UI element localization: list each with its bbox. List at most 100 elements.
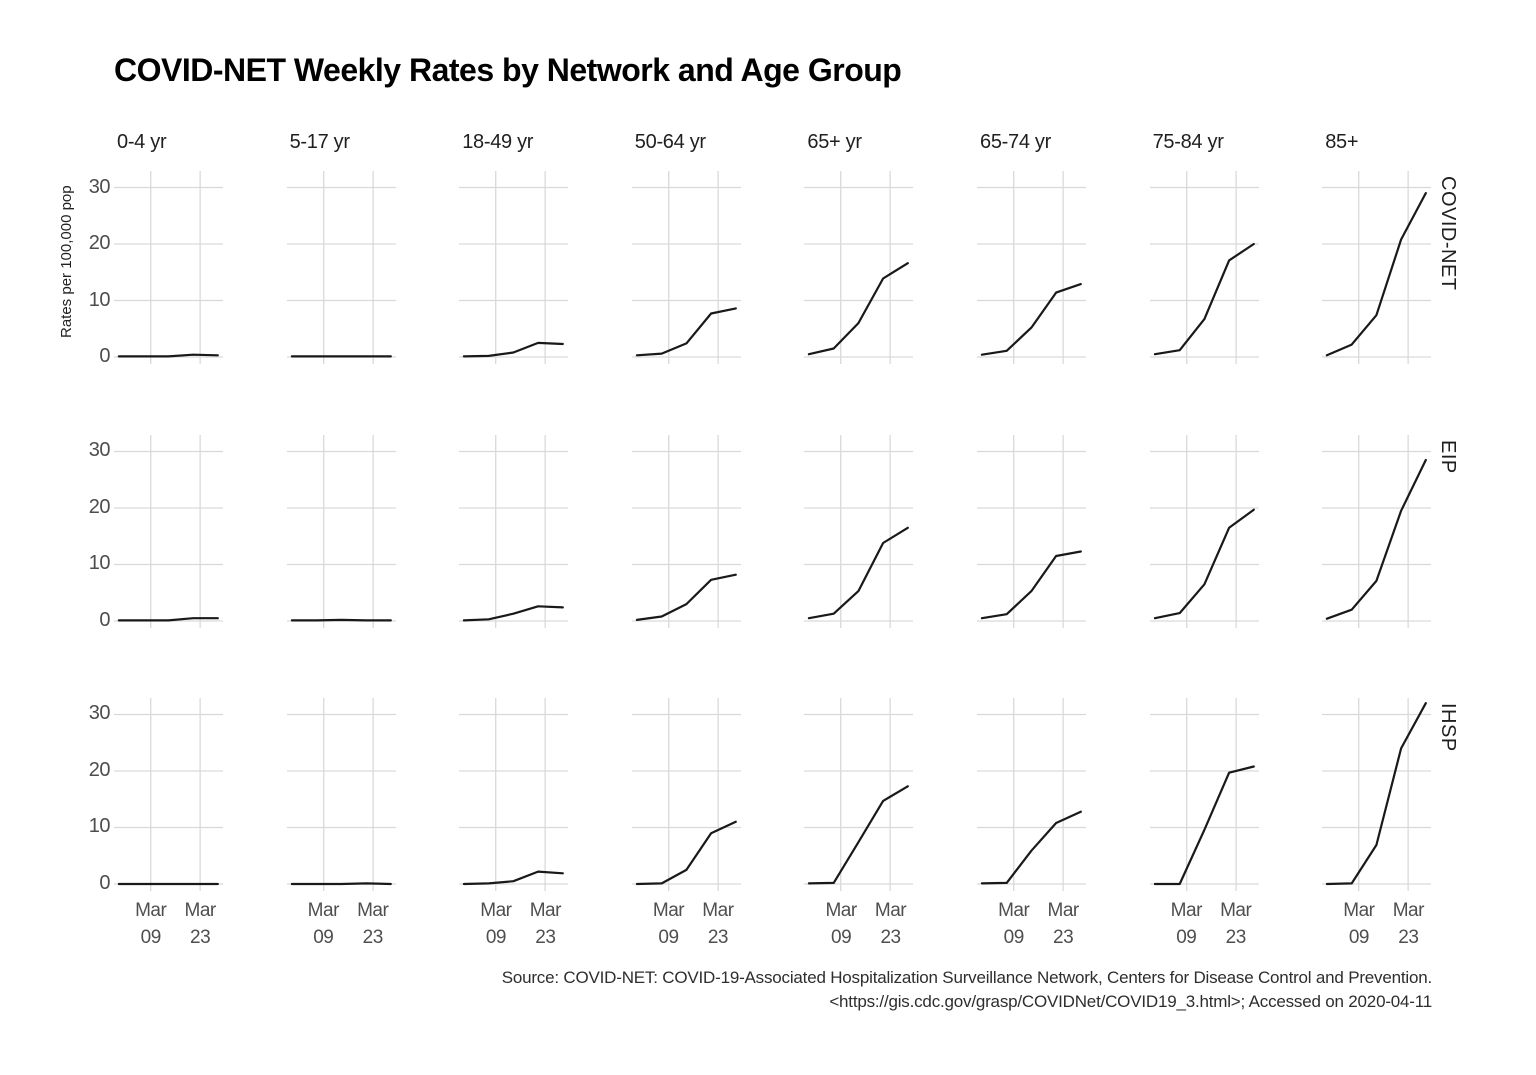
y-axis-tick-label: 0	[99, 345, 110, 367]
y-axis-tick-label: 20	[88, 232, 111, 254]
x-axis-tick-label: Mar 09	[811, 897, 871, 951]
y-axis-tick-label: 30	[88, 702, 111, 724]
x-axis-tick-label: Mar 09	[293, 897, 353, 951]
rate-line	[1153, 764, 1255, 885]
x-tick-day: 23	[707, 927, 729, 948]
x-tick-month: Mar	[1047, 900, 1080, 921]
x-tick-day: 09	[831, 927, 852, 948]
y-axis-tick-label: 10	[88, 815, 111, 837]
x-tick-month: Mar	[702, 900, 734, 921]
facet-panel	[1322, 434, 1432, 628]
x-tick-day: 23	[1398, 927, 1419, 948]
facet-panel	[459, 434, 569, 628]
x-tick-month: Mar	[825, 900, 857, 921]
facet-panel	[114, 434, 223, 628]
rate-line	[980, 282, 1082, 356]
facet-column-header: 5-17 yr	[289, 131, 350, 153]
rate-line	[117, 353, 219, 358]
rate-line	[808, 526, 910, 619]
chart-title: COVID-NET Weekly Rates by Network and Ag…	[114, 52, 902, 88]
x-axis-tick-label: Mar 09	[1329, 897, 1389, 951]
x-tick-month: Mar	[1392, 900, 1425, 921]
x-axis-tick-label: Mar 09	[1156, 897, 1216, 951]
facet-panel	[804, 171, 914, 364]
facet-column-header: 85+	[1325, 131, 1359, 153]
facet-column-header: 75-84 yr	[1152, 131, 1224, 153]
x-axis-tick-label: Mar 23	[688, 897, 748, 951]
x-tick-day: 09	[313, 927, 334, 948]
x-tick-day: 23	[880, 927, 901, 948]
y-axis-tick-label: 0	[99, 608, 110, 631]
rate-line	[635, 573, 737, 621]
facet-panel	[459, 697, 569, 891]
source-line-1: Source: COVID-NET: COVID-19-Associated H…	[501, 968, 1432, 987]
rate-line	[980, 549, 1082, 619]
x-tick-day: 09	[485, 927, 507, 948]
rate-line	[1153, 242, 1255, 356]
x-axis-tick-label: Mar 09	[984, 897, 1044, 951]
y-axis-tick-label: 30	[88, 175, 111, 198]
facet-column-header: 0-4 yr	[117, 131, 167, 153]
x-tick-day: 09	[1348, 927, 1370, 948]
facet-row-strip: EIP	[1437, 439, 1459, 474]
rate-line	[1325, 458, 1428, 620]
x-tick-day: 23	[1053, 927, 1074, 948]
facet-panel	[286, 171, 396, 364]
y-axis-tick-label: 10	[88, 552, 111, 574]
source-line-2: <https://gis.cdc.gov/grasp/COVIDNet/COVI…	[829, 992, 1432, 1011]
facet-panel	[804, 434, 914, 628]
rate-line	[1325, 192, 1428, 357]
facet-panel	[286, 434, 396, 628]
facet-panel	[286, 697, 396, 891]
x-tick-day: 23	[1225, 927, 1247, 948]
x-axis-tick-label: Mar 23	[343, 897, 403, 951]
facet-panel	[1149, 434, 1259, 628]
facet-panel	[1149, 171, 1259, 364]
rate-line	[462, 341, 565, 358]
x-tick-day: 09	[1176, 927, 1197, 948]
facet-panel	[631, 171, 741, 364]
x-axis-tick-label: Mar 23	[515, 897, 575, 951]
facet-panel	[1322, 697, 1432, 891]
rate-line	[462, 604, 565, 621]
y-axis-tick-label: 30	[88, 439, 111, 461]
facet-column-header: 50-64 yr	[634, 131, 706, 153]
rate-line	[290, 881, 392, 885]
rate-line	[290, 618, 392, 621]
x-tick-day: 09	[1003, 927, 1025, 948]
x-tick-day: 23	[362, 927, 384, 948]
facet-column-header: 65-74 yr	[980, 131, 1051, 153]
source-note: Source: COVID-NET: COVID-19-Associated H…	[502, 966, 1432, 1014]
facet-column-header: 65+ yr	[807, 131, 862, 153]
x-tick-month: Mar	[307, 900, 340, 921]
x-tick-day: 09	[658, 927, 679, 948]
facet-row-strip: IHSP	[1437, 702, 1459, 752]
rate-line	[808, 262, 910, 356]
x-tick-month: Mar	[480, 900, 512, 921]
facet-panel	[114, 697, 223, 891]
x-tick-month: Mar	[357, 900, 389, 921]
rate-line	[635, 307, 737, 357]
y-axis-tick-label: 0	[99, 871, 110, 894]
facet-panel	[631, 697, 741, 891]
x-tick-month: Mar	[1170, 900, 1203, 921]
x-tick-day: 09	[140, 927, 162, 948]
x-axis-tick-label: Mar 23	[170, 897, 230, 951]
x-axis-tick-label: Mar 23	[861, 897, 921, 951]
rate-line	[1325, 701, 1428, 885]
facet-panel	[804, 697, 914, 891]
x-tick-day: 23	[190, 927, 211, 948]
x-tick-month: Mar	[652, 900, 685, 921]
rate-line	[1153, 508, 1255, 619]
x-tick-month: Mar	[1343, 900, 1375, 921]
x-tick-month: Mar	[874, 900, 907, 921]
y-axis-tick-label: 20	[88, 495, 111, 518]
x-axis-tick-label: Mar 09	[639, 897, 699, 951]
facet-panel	[114, 171, 223, 364]
rate-line	[808, 784, 910, 884]
x-tick-month: Mar	[529, 900, 562, 921]
rate-line	[635, 820, 737, 885]
facet-panel	[977, 434, 1086, 628]
facet-panel	[459, 171, 569, 364]
